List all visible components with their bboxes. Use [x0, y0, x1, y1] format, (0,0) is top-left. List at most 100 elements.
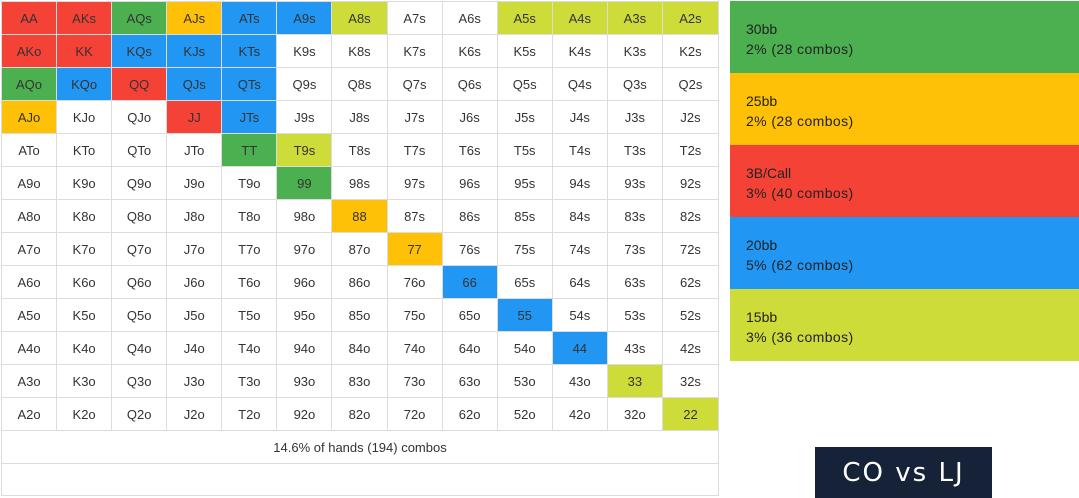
hand-cell-52s[interactable]: 52s: [662, 299, 718, 332]
hand-cell-qto[interactable]: QTo: [112, 134, 168, 167]
hand-cell-92s[interactable]: 92s: [662, 167, 718, 200]
hand-cell-a9o[interactable]: A9o: [2, 167, 58, 200]
hand-cell-q6s[interactable]: Q6s: [442, 68, 498, 101]
hand-cell-j2s[interactable]: J2s: [662, 101, 718, 134]
hand-cell-32o[interactable]: 32o: [607, 398, 663, 431]
hand-cell-54o[interactable]: 54o: [497, 332, 553, 365]
hand-cell-aqs[interactable]: AQs: [112, 2, 168, 35]
hand-cell-q8s[interactable]: Q8s: [332, 68, 388, 101]
hand-cell-q5o[interactable]: Q5o: [112, 299, 168, 332]
hand-cell-53o[interactable]: 53o: [497, 365, 553, 398]
hand-cell-64o[interactable]: 64o: [442, 332, 498, 365]
hand-cell-74s[interactable]: 74s: [552, 233, 608, 266]
hand-cell-33[interactable]: 33: [607, 365, 663, 398]
hand-cell-k4s[interactable]: K4s: [552, 35, 608, 68]
hand-cell-54s[interactable]: 54s: [552, 299, 608, 332]
hand-cell-94o[interactable]: 94o: [277, 332, 333, 365]
hand-cell-88[interactable]: 88: [332, 200, 388, 233]
hand-cell-k5o[interactable]: K5o: [57, 299, 113, 332]
hand-cell-j5o[interactable]: J5o: [167, 299, 223, 332]
hand-cell-q4o[interactable]: Q4o: [112, 332, 168, 365]
hand-cell-qts[interactable]: QTs: [222, 68, 278, 101]
hand-cell-aqo[interactable]: AQo: [2, 68, 58, 101]
hand-cell-k8o[interactable]: K8o: [57, 200, 113, 233]
hand-cell-93s[interactable]: 93s: [607, 167, 663, 200]
hand-cell-a5s[interactable]: A5s: [497, 2, 553, 35]
hand-cell-k3o[interactable]: K3o: [57, 365, 113, 398]
hand-cell-k8s[interactable]: K8s: [332, 35, 388, 68]
hand-cell-85s[interactable]: 85s: [497, 200, 553, 233]
hand-cell-q8o[interactable]: Q8o: [112, 200, 168, 233]
hand-cell-95s[interactable]: 95s: [497, 167, 553, 200]
hand-cell-63o[interactable]: 63o: [442, 365, 498, 398]
hand-cell-k7s[interactable]: K7s: [387, 35, 443, 68]
hand-cell-q9s[interactable]: Q9s: [277, 68, 333, 101]
hand-cell-72o[interactable]: 72o: [387, 398, 443, 431]
hand-cell-43s[interactable]: 43s: [607, 332, 663, 365]
hand-cell-a8o[interactable]: A8o: [2, 200, 58, 233]
hand-cell-76s[interactable]: 76s: [442, 233, 498, 266]
hand-cell-j2o[interactable]: J2o: [167, 398, 223, 431]
hand-cell-65s[interactable]: 65s: [497, 266, 553, 299]
hand-cell-a4s[interactable]: A4s: [552, 2, 608, 35]
hand-cell-q7s[interactable]: Q7s: [387, 68, 443, 101]
hand-cell-j6o[interactable]: J6o: [167, 266, 223, 299]
hand-cell-j4o[interactable]: J4o: [167, 332, 223, 365]
hand-cell-j6s[interactable]: J6s: [442, 101, 498, 134]
hand-cell-k7o[interactable]: K7o: [57, 233, 113, 266]
hand-cell-k9s[interactable]: K9s: [277, 35, 333, 68]
legend-item-3b-call[interactable]: 3B/Call 3% (40 combos): [730, 145, 1079, 217]
hand-cell-86s[interactable]: 86s: [442, 200, 498, 233]
hand-cell-kk[interactable]: KK: [57, 35, 113, 68]
hand-cell-73o[interactable]: 73o: [387, 365, 443, 398]
hand-cell-k6s[interactable]: K6s: [442, 35, 498, 68]
hand-cell-q4s[interactable]: Q4s: [552, 68, 608, 101]
hand-cell-jts[interactable]: JTs: [222, 101, 278, 134]
hand-cell-kjo[interactable]: KJo: [57, 101, 113, 134]
hand-cell-92o[interactable]: 92o: [277, 398, 333, 431]
hand-cell-77[interactable]: 77: [387, 233, 443, 266]
hand-cell-tt[interactable]: TT: [222, 134, 278, 167]
hand-cell-j5s[interactable]: J5s: [497, 101, 553, 134]
hand-cell-jto[interactable]: JTo: [167, 134, 223, 167]
hand-cell-t9s[interactable]: T9s: [277, 134, 333, 167]
hand-cell-42s[interactable]: 42s: [662, 332, 718, 365]
hand-cell-ats[interactable]: ATs: [222, 2, 278, 35]
hand-cell-82o[interactable]: 82o: [332, 398, 388, 431]
hand-cell-97s[interactable]: 97s: [387, 167, 443, 200]
legend-item-30bb[interactable]: 30bb 2% (28 combos): [730, 1, 1079, 73]
hand-cell-t2o[interactable]: T2o: [222, 398, 278, 431]
hand-cell-a2s[interactable]: A2s: [662, 2, 718, 35]
hand-cell-t4o[interactable]: T4o: [222, 332, 278, 365]
hand-cell-85o[interactable]: 85o: [332, 299, 388, 332]
hand-cell-75s[interactable]: 75s: [497, 233, 553, 266]
legend-item-15bb[interactable]: 15bb 3% (36 combos): [730, 289, 1079, 361]
hand-cell-t8s[interactable]: T8s: [332, 134, 388, 167]
hand-cell-64s[interactable]: 64s: [552, 266, 608, 299]
hand-cell-96s[interactable]: 96s: [442, 167, 498, 200]
hand-cell-t9o[interactable]: T9o: [222, 167, 278, 200]
hand-cell-k5s[interactable]: K5s: [497, 35, 553, 68]
hand-cell-98s[interactable]: 98s: [332, 167, 388, 200]
hand-cell-55[interactable]: 55: [497, 299, 553, 332]
hand-cell-94s[interactable]: 94s: [552, 167, 608, 200]
hand-cell-a4o[interactable]: A4o: [2, 332, 58, 365]
hand-cell-t5o[interactable]: T5o: [222, 299, 278, 332]
hand-cell-22[interactable]: 22: [662, 398, 718, 431]
hand-cell-j7s[interactable]: J7s: [387, 101, 443, 134]
hand-cell-83s[interactable]: 83s: [607, 200, 663, 233]
hand-cell-a7o[interactable]: A7o: [2, 233, 58, 266]
hand-cell-62o[interactable]: 62o: [442, 398, 498, 431]
hand-cell-a6o[interactable]: A6o: [2, 266, 58, 299]
hand-cell-kjs[interactable]: KJs: [167, 35, 223, 68]
legend-item-20bb[interactable]: 20bb 5% (62 combos): [730, 217, 1079, 289]
hand-cell-96o[interactable]: 96o: [277, 266, 333, 299]
hand-cell-ajs[interactable]: AJs: [167, 2, 223, 35]
legend-item-25bb[interactable]: 25bb 2% (28 combos): [730, 73, 1079, 145]
hand-cell-a9s[interactable]: A9s: [277, 2, 333, 35]
hand-cell-t7o[interactable]: T7o: [222, 233, 278, 266]
hand-cell-aks[interactable]: AKs: [57, 2, 113, 35]
hand-cell-k6o[interactable]: K6o: [57, 266, 113, 299]
hand-cell-j7o[interactable]: J7o: [167, 233, 223, 266]
hand-cell-52o[interactable]: 52o: [497, 398, 553, 431]
